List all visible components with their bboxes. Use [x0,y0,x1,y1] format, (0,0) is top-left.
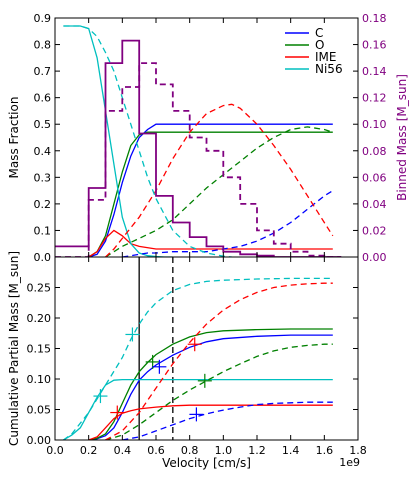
bottom-series-2 [88,404,333,440]
bottom-y-axis-label: Cumulative Partial Mass [M_sun] [7,251,21,446]
bottom-marker-5 [187,337,202,352]
bottom-xtick-label: 1.8 [349,444,367,457]
bottom-x-axis-label: Velocity [cm/s] [162,456,251,470]
top-series-9 [55,62,342,257]
bottom-series-4 [122,401,333,440]
bottom-xtick-label: 1.4 [282,444,300,457]
x-axis-offset-label: 1e9 [339,456,360,469]
top-y-axis-label: Mass Fraction [7,97,21,179]
top-axes-frame [54,17,359,258]
bottom-xtick-label: 0.0 [46,444,64,457]
top-ytick-label: 0.1 [34,224,52,237]
bottom-ytick-label: 0.15 [27,343,52,356]
top-rtick-label: 0.18 [362,12,387,25]
bottom-ytick-label: 0.25 [27,282,52,295]
bottom-axes-frame [54,256,359,441]
bottom-series-1 [88,328,333,440]
top-series-0 [88,123,333,257]
top-rtick-label: 0.04 [362,198,387,211]
top-ytick-label: 0.3 [34,171,52,184]
bottom-marker-3 [152,359,167,374]
bottom-xtick-label: 1.6 [316,444,334,457]
bottom-x-ticks: 0.0 0.2 0.4 0.6 0.8 1.0 1.2 1.4 1.6 1.8 [46,257,367,457]
top-panel: 0.00.10.20.30.40.50.60.70.80.9 0.000.020… [7,12,409,264]
top-right-axis-label: Binned Mass [M_sun] [395,74,409,201]
top-rtick-label: 0.10 [362,118,387,131]
bottom-marker-0 [125,327,140,342]
bottom-marker-7 [189,407,204,422]
bottom-plot-area [63,257,333,440]
bottom-panel: 0.00 0.05 0.10 0.15 0.20 0.25 0.0 0.2 0.4 0.6 0.8… [7,251,367,470]
bottom-series-6 [105,282,333,440]
top-rtick-label: 0.12 [362,92,387,105]
bottom-ytick-label: 0.00 [27,434,52,447]
top-ytick-label: 0.5 [34,118,52,131]
top-rtick-label: 0.16 [362,39,387,52]
bottom-ytick-label: 0.05 [27,404,52,417]
bottom-marker-1 [93,389,108,404]
top-ytick-label: 0.2 [34,198,52,211]
top-ytick-label: 0.9 [34,12,52,25]
top-series-4 [122,190,334,257]
top-plot-area [55,25,342,257]
top-ytick-label: 0.4 [34,145,52,158]
bottom-y-ticks: 0.00 0.05 0.10 0.15 0.20 0.25 [27,282,358,447]
top-ytick-label: 0.8 [34,39,52,52]
top-ytick-label: 0.7 [34,65,52,78]
legend-label-C: C [315,26,323,40]
top-rtick-label: 0.08 [362,145,387,158]
top-series-6 [105,103,334,257]
bottom-xtick-label: 1.2 [248,444,266,457]
top-rtick-label: 0.14 [362,65,387,78]
top-ytick-label: 0.0 [34,251,52,264]
top-rtick-label: 0.06 [362,171,387,184]
legend-label-O: O [315,38,324,52]
top-series-5 [105,126,333,257]
top-right-ticks: 0.00 0.02 0.04 0.06 0.08 0.10 0.12 0.14 0.16 0.18 [54,12,387,264]
bottom-ytick-label: 0.10 [27,373,52,386]
top-series-3 [63,25,173,257]
bottom-xtick-label: 0.8 [181,444,199,457]
bottom-xtick-label: 1.0 [215,444,233,457]
bottom-xtick-label: 0.2 [80,444,98,457]
top-series-7 [63,25,232,257]
bottom-marker-4 [110,405,125,420]
bottom-series-0 [88,334,333,440]
bottom-series-5 [105,343,333,440]
bottom-xtick-label: 0.4 [114,444,132,457]
top-series-1 [88,131,333,257]
bottom-series-7 [63,277,333,440]
top-series-8 [55,39,342,257]
bottom-xtick-label: 0.6 [147,444,165,457]
bottom-marker-6 [197,373,212,388]
bottom-ytick-label: 0.20 [27,312,52,325]
legend-label-IME: IME [315,50,336,64]
bottom-series-3 [63,378,333,440]
top-ytick-label: 0.6 [34,92,52,105]
top-series-2 [88,229,333,257]
legend-label-Ni56: Ni56 [315,62,343,76]
top-rtick-label: 0.02 [362,224,387,237]
top-rtick-label: 0.00 [362,251,387,264]
top-y-ticks: 0.0 0.1 0.2 0.3 0.4 0.5 0.6 0.7 0.8 0.9 [34,12,60,264]
